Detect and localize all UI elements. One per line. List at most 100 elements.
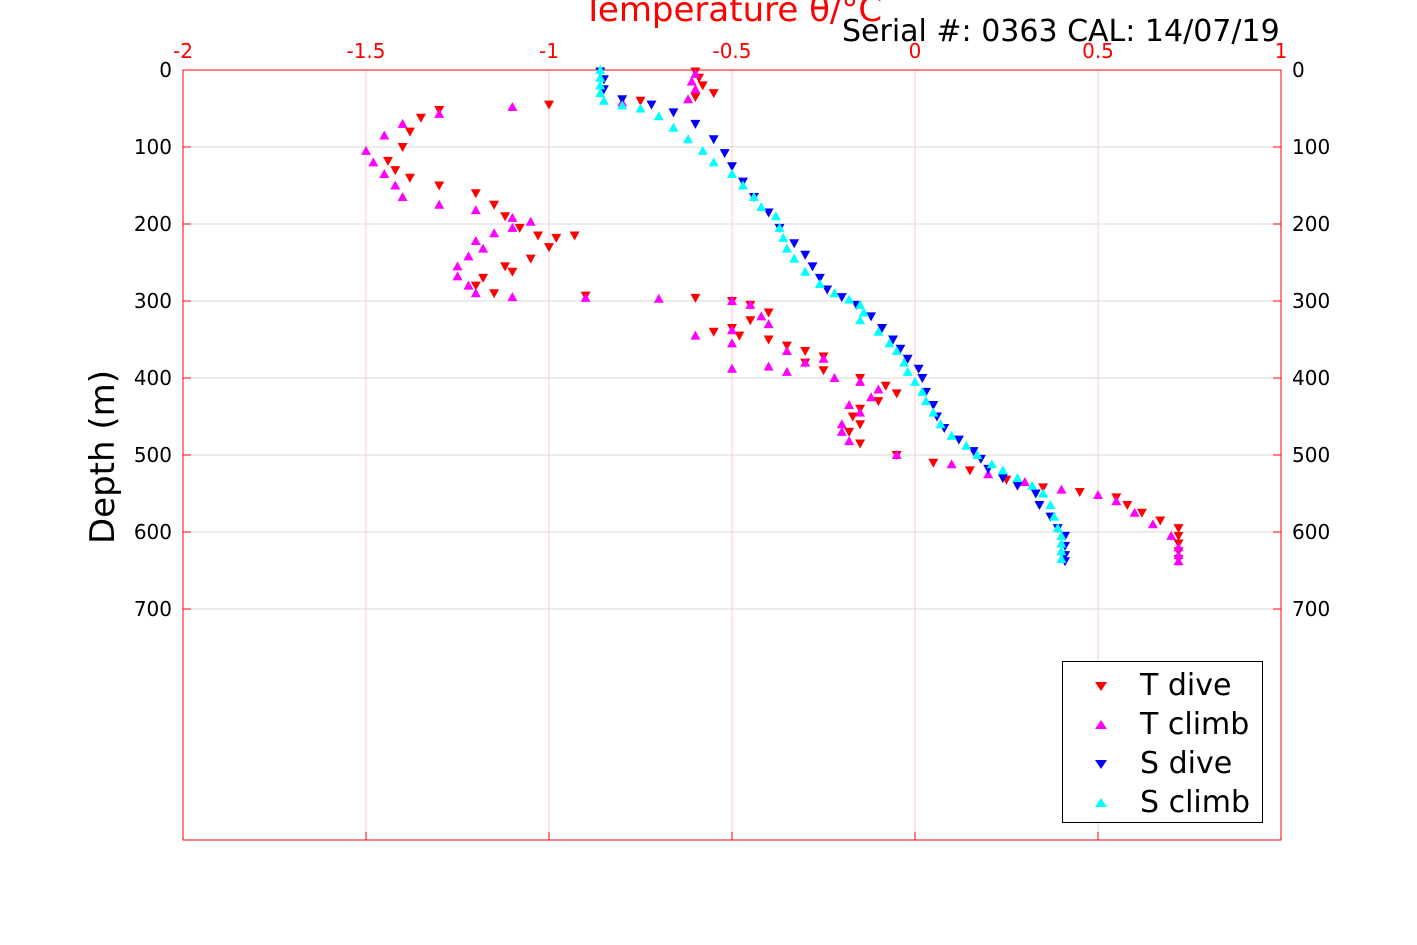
data-point xyxy=(763,208,774,218)
legend-item-s-climb: S climb xyxy=(1063,783,1262,822)
data-point xyxy=(690,293,701,303)
data-point xyxy=(452,271,463,281)
data-point xyxy=(844,399,855,409)
tick-labels: 0 0 100 100 200 200 300 300 400 400 500 500 600 600 70… xyxy=(134,39,1330,621)
data-point xyxy=(1173,550,1184,560)
data-point xyxy=(595,80,606,90)
data-point xyxy=(397,118,408,128)
data-point xyxy=(829,373,840,382)
data-point xyxy=(617,95,628,105)
data-point xyxy=(668,122,679,132)
data-point xyxy=(470,288,481,298)
data-point xyxy=(902,354,913,364)
data-point xyxy=(781,366,792,376)
data-point xyxy=(891,389,902,399)
data-point xyxy=(829,288,840,298)
data-point xyxy=(855,407,866,417)
data-point xyxy=(434,181,445,191)
data-point xyxy=(968,447,979,457)
data-point xyxy=(525,254,536,264)
legend: T dive T climb S dive S climb xyxy=(1062,661,1263,823)
data-point xyxy=(1122,501,1133,511)
data-point xyxy=(858,307,869,317)
data-point xyxy=(690,84,701,94)
data-point xyxy=(708,327,719,337)
y-tick-label-right: 400 xyxy=(1292,366,1330,390)
x-tick-label: -0.5 xyxy=(712,39,751,63)
data-point xyxy=(781,243,792,253)
data-point xyxy=(727,296,737,305)
data-point xyxy=(855,376,866,386)
data-point xyxy=(1173,556,1184,566)
data-point xyxy=(748,192,759,202)
legend-item-s-dive: S dive xyxy=(1063,744,1262,783)
data-point xyxy=(500,212,511,222)
y-tick-label-right: 200 xyxy=(1292,212,1330,236)
triangle-down-icon xyxy=(1095,760,1107,769)
data-point xyxy=(595,65,606,74)
data-point xyxy=(756,202,767,212)
data-point xyxy=(1027,480,1038,490)
y-tick-label-right: 500 xyxy=(1292,443,1330,467)
data-point xyxy=(745,316,756,326)
data-point xyxy=(569,231,580,241)
data-point xyxy=(478,243,489,253)
data-point xyxy=(697,145,708,155)
legend-item-t-dive: T dive xyxy=(1063,666,1262,705)
data-point xyxy=(891,450,902,459)
data-point xyxy=(884,338,895,348)
data-point xyxy=(533,231,544,241)
data-point xyxy=(544,243,554,253)
data-point xyxy=(877,323,888,333)
data-point xyxy=(1038,488,1049,498)
data-point xyxy=(727,162,737,172)
y-tick-label: 200 xyxy=(134,212,172,236)
data-point xyxy=(917,374,928,383)
data-point xyxy=(789,253,800,263)
data-point xyxy=(1045,500,1056,510)
data-point xyxy=(727,325,737,335)
data-point xyxy=(727,338,737,348)
data-point xyxy=(617,100,628,110)
data-point xyxy=(708,89,719,99)
y-tick-label: 300 xyxy=(134,289,172,313)
data-point xyxy=(1136,508,1147,518)
data-point xyxy=(873,384,884,394)
y-tick-label-right: 0 xyxy=(1292,58,1305,82)
data-point xyxy=(1173,531,1184,541)
legend-label: S climb xyxy=(1140,785,1251,820)
data-point xyxy=(434,108,445,118)
y-tick-label-right: 700 xyxy=(1292,597,1330,621)
data-point xyxy=(1147,519,1158,529)
data-point xyxy=(737,180,748,190)
data-point xyxy=(866,312,877,322)
data-point xyxy=(763,308,774,318)
data-point xyxy=(844,427,855,437)
data-point xyxy=(997,474,1008,484)
data-point xyxy=(953,435,964,445)
data-point xyxy=(727,363,737,373)
data-point xyxy=(928,400,939,410)
data-point xyxy=(972,450,983,459)
data-point xyxy=(1056,546,1067,556)
data-point xyxy=(873,326,884,336)
data-point xyxy=(928,407,939,417)
data-point xyxy=(1034,501,1045,511)
data-point xyxy=(507,267,518,277)
data-point xyxy=(580,292,591,302)
x-tick-label: 0.5 xyxy=(1082,39,1114,63)
x-tick-label: -1.5 xyxy=(346,39,385,63)
data-point xyxy=(873,397,884,407)
data-point xyxy=(880,381,891,391)
data-point xyxy=(778,232,789,242)
data-point xyxy=(690,119,701,129)
data-point xyxy=(1173,524,1184,534)
data-point xyxy=(774,222,785,232)
data-point xyxy=(800,250,811,260)
data-point xyxy=(800,357,811,367)
data-point xyxy=(507,292,518,302)
data-point xyxy=(404,127,415,137)
data-point xyxy=(866,392,877,402)
data-point xyxy=(397,192,408,202)
data-point xyxy=(708,135,719,145)
